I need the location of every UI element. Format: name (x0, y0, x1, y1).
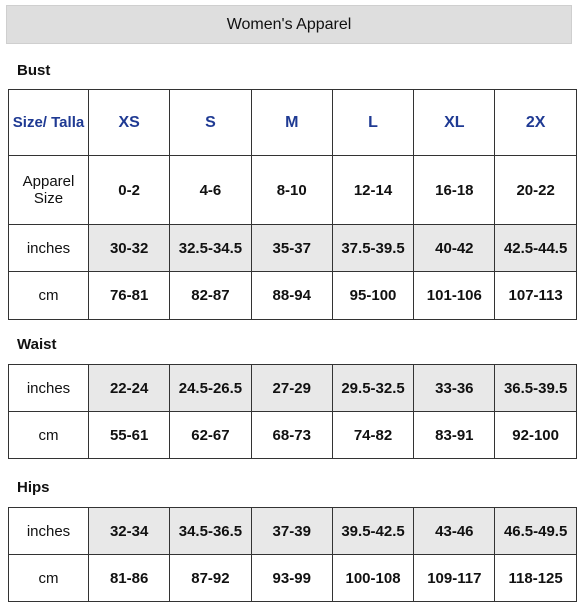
table-cell: 42.5-44.5 (494, 224, 577, 272)
table-cell: 36.5-39.5 (494, 364, 577, 412)
table-cell: 24.5-26.5 (169, 364, 252, 412)
waist-section-label: Waist (17, 336, 57, 353)
table-cell: 0-2 (87, 155, 171, 225)
hips-table: inches 32-34 34.5-36.5 37-39 39.5-42.5 4… (8, 507, 577, 602)
hips-cm-row: cm 81-86 87-92 93-99 100-108 109-117 118… (8, 554, 577, 602)
table-cell: 109-117 (413, 554, 496, 602)
apparel-size-label: Apparel Size (8, 155, 89, 225)
table-cell: 20-22 (494, 155, 577, 225)
table-cell: 55-61 (87, 411, 171, 459)
table-cell: 16-18 (413, 155, 496, 225)
waist-table: inches 22-24 24.5-26.5 27-29 29.5-32.5 3… (8, 364, 577, 459)
size-header-row: Size/ Talla XS S M L XL 2X (8, 89, 577, 156)
table-cell: 82-87 (169, 271, 252, 320)
table-cell: 43-46 (413, 507, 496, 555)
table-cell: 32.5-34.5 (169, 224, 252, 272)
table-cell: 95-100 (331, 271, 415, 320)
table-cell: 93-99 (250, 554, 333, 602)
table-cell: 46.5-49.5 (494, 507, 577, 555)
bust-table: Size/ Talla XS S M L XL 2X Apparel Size … (8, 89, 577, 320)
table-cell: 37.5-39.5 (331, 224, 415, 272)
table-cell: 107-113 (494, 271, 577, 320)
table-cell: 35-37 (250, 224, 333, 272)
size-s: S (169, 89, 252, 156)
table-cell: 76-81 (87, 271, 171, 320)
table-cell: 62-67 (169, 411, 252, 459)
table-cell: 22-24 (87, 364, 171, 412)
table-cell: 68-73 (250, 411, 333, 459)
table-cell: 34.5-36.5 (169, 507, 252, 555)
cm-label: cm (8, 271, 89, 320)
size-xs: XS (87, 89, 171, 156)
table-cell: 92-100 (494, 411, 577, 459)
table-cell: 87-92 (169, 554, 252, 602)
size-2x: 2X (494, 89, 577, 156)
apparel-size-row: Apparel Size 0-2 4-6 8-10 12-14 16-18 20… (8, 155, 577, 225)
table-cell: 40-42 (413, 224, 496, 272)
table-cell: 74-82 (331, 411, 415, 459)
table-cell: 88-94 (250, 271, 333, 320)
page-title: Women's Apparel (6, 5, 572, 44)
bust-cm-row: cm 76-81 82-87 88-94 95-100 101-106 107-… (8, 271, 577, 320)
table-cell: 39.5-42.5 (331, 507, 415, 555)
inches-label: inches (8, 364, 89, 412)
table-cell: 4-6 (169, 155, 252, 225)
hips-inches-row: inches 32-34 34.5-36.5 37-39 39.5-42.5 4… (8, 507, 577, 555)
cm-label: cm (8, 411, 89, 459)
cm-label: cm (8, 554, 89, 602)
table-cell: 27-29 (250, 364, 333, 412)
table-cell: 30-32 (87, 224, 171, 272)
bust-section-label: Bust (17, 62, 51, 79)
waist-inches-row: inches 22-24 24.5-26.5 27-29 29.5-32.5 3… (8, 364, 577, 412)
table-cell: 8-10 (250, 155, 333, 225)
table-cell: 101-106 (413, 271, 496, 320)
table-cell: 118-125 (494, 554, 577, 602)
table-cell: 81-86 (87, 554, 171, 602)
table-cell: 33-36 (413, 364, 496, 412)
hips-section-label: Hips (17, 479, 50, 496)
table-cell: 29.5-32.5 (331, 364, 415, 412)
size-l: L (331, 89, 415, 156)
table-cell: 32-34 (87, 507, 171, 555)
inches-label: inches (8, 224, 89, 272)
table-cell: 37-39 (250, 507, 333, 555)
table-cell: 83-91 (413, 411, 496, 459)
waist-cm-row: cm 55-61 62-67 68-73 74-82 83-91 92-100 (8, 411, 577, 459)
inches-label: inches (8, 507, 89, 555)
size-m: M (250, 89, 333, 156)
bust-inches-row: inches 30-32 32.5-34.5 35-37 37.5-39.5 4… (8, 224, 577, 272)
table-cell: 12-14 (331, 155, 415, 225)
table-cell: 100-108 (331, 554, 415, 602)
size-xl: XL (413, 89, 496, 156)
size-label-cell: Size/ Talla (8, 89, 89, 156)
